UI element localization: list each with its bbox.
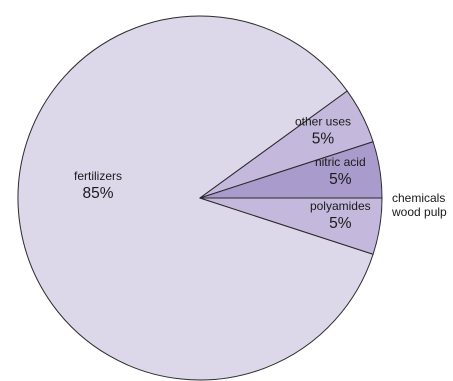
slice-label-other-uses: other uses xyxy=(295,114,351,128)
pie-slice-fertilizers xyxy=(17,15,374,381)
slice-label-polyamides: polyamides xyxy=(310,199,371,213)
slice-value-polyamides: 5% xyxy=(329,215,352,232)
outer-label-line: chemicals xyxy=(392,191,445,205)
slice-value-nitric-acid: 5% xyxy=(329,171,352,188)
slice-label-nitric-acid: nitric acid xyxy=(315,155,366,169)
pie-slice-polyamides xyxy=(199,197,383,255)
slice-value-other-uses: 5% xyxy=(312,130,335,147)
outer-label-line: wood pulp xyxy=(391,205,447,219)
slice-value-fertilizers: 85% xyxy=(82,185,113,202)
slice-label-fertilizers: fertilizers xyxy=(74,169,122,183)
outer-label: chemicals wood pulp xyxy=(391,191,447,219)
